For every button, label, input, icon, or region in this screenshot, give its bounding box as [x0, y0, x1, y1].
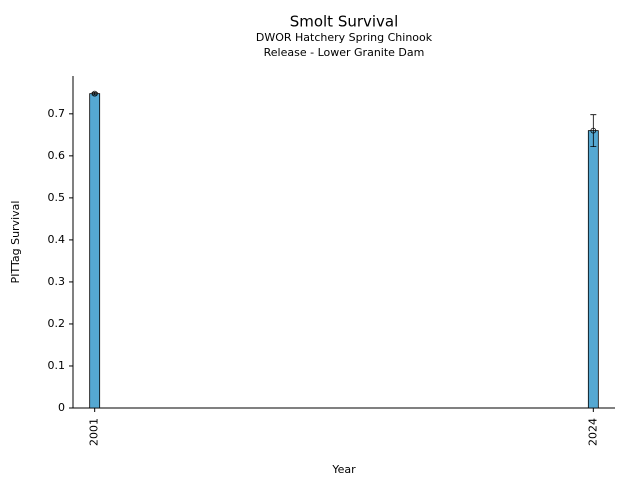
chart-subtitle: Release - Lower Granite Dam [264, 46, 425, 59]
y-tick-label: 0.5 [48, 191, 66, 204]
bar [587, 130, 599, 409]
point-marker [91, 90, 98, 97]
point-marker [590, 127, 597, 134]
y-tick-label: 0.1 [48, 359, 66, 372]
y-tick-label: 0.6 [48, 149, 66, 162]
error-bar [590, 114, 597, 148]
x-tick-label: 2024 [586, 418, 599, 446]
y-tick-label: 0 [58, 401, 65, 414]
chart-title: Smolt Survival [290, 13, 399, 31]
y-tick-label: 0.2 [48, 317, 66, 330]
x-tick-label: 2001 [88, 418, 101, 446]
y-tick-label: 0.4 [48, 233, 66, 246]
y-axis-label: PITTag Survival [9, 201, 22, 284]
chart-subtitle: DWOR Hatchery Spring Chinook [256, 31, 433, 44]
x-axis-label: Year [331, 463, 356, 476]
y-tick-label: 0.3 [48, 275, 66, 288]
y-tick-label: 0.7 [48, 107, 66, 120]
bar [89, 93, 101, 409]
